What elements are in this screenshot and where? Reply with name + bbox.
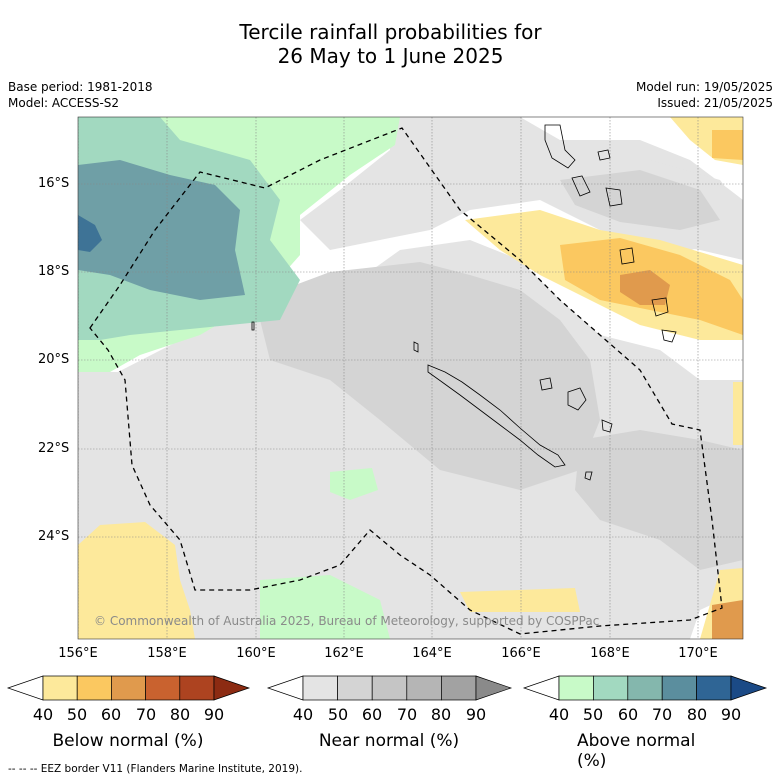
colorbar-near-normal [266,675,513,701]
below-normal-60-region [620,270,670,305]
colorbar-tick: 80 [430,705,452,724]
meta-right: Model run: 19/05/2025 Issued: 21/05/2025 [636,79,773,111]
lon-label: 168°E [590,646,630,661]
below-normal-se-region-60 [712,600,743,639]
eez-border [89,127,723,635]
colorbar-tick: 70 [651,705,673,724]
above-normal-sw-region [260,575,390,639]
small-island-north [413,341,419,353]
lon-label: 158°E [147,646,187,661]
lat-label: 24°S [38,529,70,544]
above-normal-60-region [78,160,245,300]
above-normal-70-region [78,215,102,252]
colorbar-tick: 70 [396,705,418,724]
lon-label: 156°E [58,646,98,661]
below-normal-east-strip [733,382,743,445]
near-normal-50-region-north [560,170,720,230]
below-normal-south-region [460,588,580,612]
below-normal-50-region-ne [712,130,743,160]
map-title: Tercile rainfall probabilities for 26 Ma… [0,20,781,68]
colorbar-tick: 90 [203,705,225,724]
probability-field [78,117,743,639]
colorbar-tick: 60 [361,705,383,724]
colorbar-below-normal [6,675,251,701]
new-caledonia-island [427,364,566,468]
loyalty-islands [539,377,613,433]
near-normal-50-region [255,262,600,490]
map-frame [77,116,744,640]
above-normal-south-region [330,468,378,500]
colorbar-tick: 40 [292,705,314,724]
lon-label: 170°E [678,646,718,661]
title-line-2: 26 May to 1 June 2025 [277,44,504,68]
near-normal-50-region-south [575,430,743,570]
map-graticule [78,117,743,639]
lon-label: 164°E [412,646,452,661]
colorbar-title-above-normal: Above normal (%) [577,731,696,771]
lat-label: 18°S [38,264,70,279]
colorbar-tick: 40 [32,705,54,724]
meta-left: Base period: 1981-2018 Model: ACCESS-S2 [8,79,153,111]
lon-label: 166°E [501,646,541,661]
colorbar-tick: 40 [548,705,570,724]
colorbar-title-below-normal: Below normal (%) [52,731,204,751]
below-normal-sw-region [78,522,195,639]
lon-label: 162°E [324,646,364,661]
lat-label: 16°S [38,176,70,191]
base-period: Base period: 1981-2018 [8,80,153,94]
colorbar-tick: 50 [327,705,349,724]
colorbar-tick: 60 [617,705,639,724]
colorbar-title-near-normal: Near normal (%) [318,731,460,751]
colorbar-tick: 90 [720,705,742,724]
lon-label: 160°E [236,646,276,661]
eez-legend-note: -- -- -- EEZ border V11 (Flanders Marine… [8,763,303,775]
vanuatu-islands [544,124,677,481]
colorbar-tick: 50 [582,705,604,724]
coastlines [251,124,677,481]
colorbar-tick: 80 [169,705,191,724]
colorbar-tick: 80 [686,705,708,724]
issued-date: Issued: 21/05/2025 [657,96,773,110]
colorbar-tick: 50 [66,705,88,724]
title-line-1: Tercile rainfall probabilities for [239,20,542,44]
colorbar-tick: 90 [465,705,487,724]
colorbar-above-normal [522,675,768,701]
colorbar-tick: 70 [135,705,157,724]
lat-label: 20°S [38,352,70,367]
lat-label: 22°S [38,441,70,456]
copyright-notice: © Commonwealth of Australia 2025, Bureau… [94,614,600,628]
model-run: Model run: 19/05/2025 [635,80,773,94]
model-name: Model: ACCESS-S2 [8,96,120,110]
small-island-west [251,321,255,331]
colorbar-tick: 60 [100,705,122,724]
